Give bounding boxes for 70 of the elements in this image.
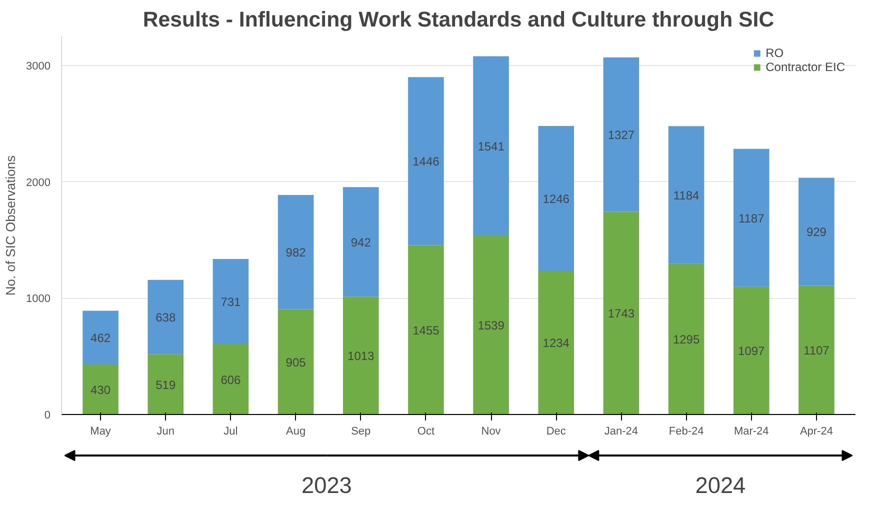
text: 2023 bbox=[302, 472, 352, 498]
data-label: 606 bbox=[220, 372, 242, 387]
data-label: 519 bbox=[156, 378, 176, 392]
bar bbox=[342, 296, 379, 414]
y-tick-label: 1000 bbox=[26, 293, 51, 306]
data-label: 1184 bbox=[673, 188, 700, 203]
bar bbox=[148, 280, 184, 354]
bar bbox=[148, 354, 184, 414]
bar bbox=[668, 264, 704, 414]
x-tick-label: Feb-24 bbox=[668, 426, 704, 438]
data-label: 942 bbox=[350, 235, 372, 250]
x-tick-label: Sep bbox=[351, 426, 371, 438]
bar bbox=[798, 286, 834, 414]
data-label: 905 bbox=[286, 355, 306, 370]
y-tick-label: 0 bbox=[44, 410, 51, 422]
bar bbox=[408, 77, 444, 246]
bar bbox=[798, 178, 834, 286]
data-label: 929 bbox=[806, 225, 827, 240]
bar bbox=[603, 212, 640, 414]
data-label: 1097 bbox=[738, 344, 766, 358]
x-tick-label: Aug bbox=[286, 426, 306, 438]
data-label: 1743 bbox=[608, 306, 635, 321]
bar bbox=[733, 286, 770, 414]
y-axis-title: No. of SIC Observations bbox=[3, 154, 18, 296]
bar bbox=[82, 364, 118, 414]
data-label: 1455 bbox=[412, 323, 440, 338]
data-label: 1187 bbox=[738, 211, 765, 226]
bar bbox=[408, 245, 444, 414]
x-tick-label: Nov bbox=[481, 426, 502, 438]
legend-label: RO bbox=[766, 46, 785, 60]
data-label: 462 bbox=[90, 331, 111, 346]
data-label: 982 bbox=[286, 246, 306, 260]
chart-title: Results - Influencing Work Standards and Culture through SIC bbox=[142, 8, 774, 32]
bar bbox=[603, 57, 640, 212]
data-label: 1446 bbox=[412, 154, 440, 169]
data-label: 731 bbox=[220, 295, 242, 310]
x-tick-label: Apr-24 bbox=[800, 426, 833, 438]
data-label: 1246 bbox=[542, 192, 570, 206]
x-tick-label: Jan-24 bbox=[604, 426, 638, 438]
data-label: 1013 bbox=[348, 349, 375, 364]
x-tick-label: Jul bbox=[224, 426, 238, 438]
bar bbox=[538, 270, 574, 414]
x-tick-label: May bbox=[90, 426, 112, 438]
text: 2024 bbox=[695, 472, 746, 498]
bar bbox=[473, 236, 509, 414]
data-label: 638 bbox=[156, 310, 176, 325]
bar bbox=[278, 309, 314, 414]
x-tick-label: Jun bbox=[156, 426, 175, 438]
data-label: 1539 bbox=[478, 318, 505, 332]
data-label: 430 bbox=[90, 382, 111, 397]
bar bbox=[733, 148, 770, 287]
bar bbox=[342, 187, 379, 297]
bar bbox=[82, 310, 118, 364]
y-tick-label: 2000 bbox=[26, 176, 51, 189]
x-tick-label: Mar-24 bbox=[734, 426, 769, 438]
bar bbox=[668, 126, 704, 264]
bar bbox=[212, 344, 249, 414]
data-label: 1541 bbox=[478, 139, 505, 154]
y-tick-label: 3000 bbox=[26, 60, 51, 73]
bar bbox=[212, 258, 249, 344]
x-tick-label: Dec bbox=[546, 426, 566, 438]
data-label: 1234 bbox=[542, 336, 570, 350]
x-tick-label: Oct bbox=[417, 426, 435, 438]
bar bbox=[538, 126, 574, 271]
data-label: 1295 bbox=[672, 332, 700, 347]
data-label: 1107 bbox=[804, 344, 830, 358]
legend-label: Contractor EIC bbox=[766, 60, 845, 74]
bar bbox=[473, 56, 509, 236]
data-label: 1327 bbox=[608, 128, 635, 142]
bar bbox=[278, 195, 314, 310]
